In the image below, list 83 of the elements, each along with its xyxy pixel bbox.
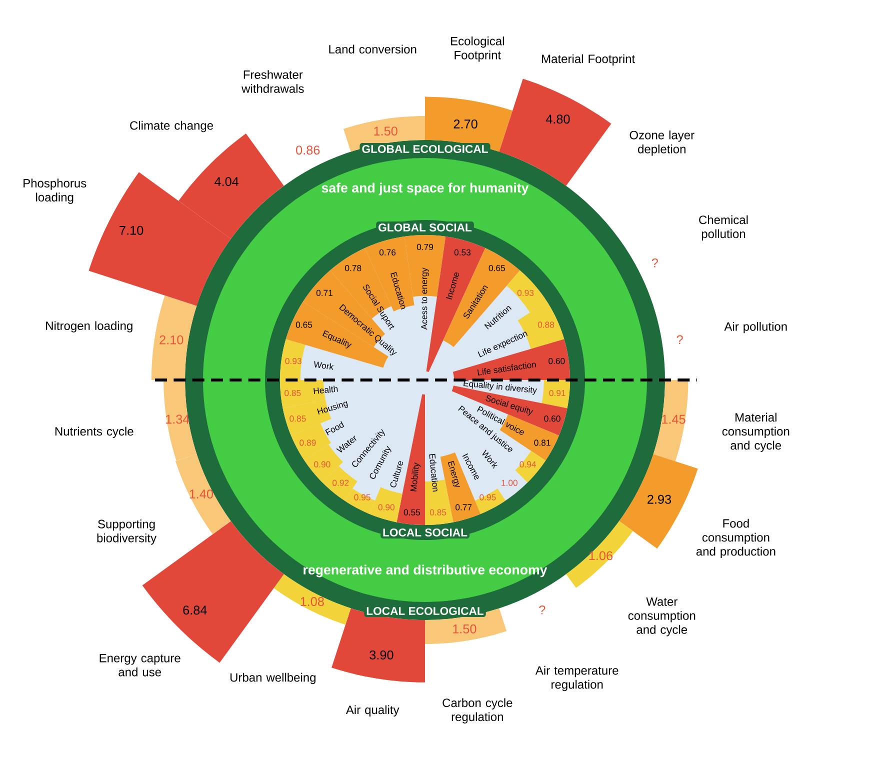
- category-label: Ozone layer depletion: [630, 130, 694, 156]
- category-label: Urban wellbeing: [230, 672, 316, 684]
- text: GLOBAL ECOLOGICAL: [362, 144, 488, 154]
- data-label: 0.93: [285, 358, 302, 364]
- data-label: ?: [539, 605, 546, 614]
- category-label: Health: [314, 386, 338, 394]
- data-label: 0.90: [314, 461, 330, 468]
- data-label: 2.70: [454, 120, 478, 128]
- data-label: 1.00: [502, 480, 518, 486]
- data-label: 0.65: [488, 265, 505, 272]
- category-label: Nutrients cycle: [55, 426, 134, 438]
- data-label: 0.93: [517, 290, 534, 296]
- data-label: 4.80: [546, 114, 570, 124]
- category-label: Land conversion: [329, 44, 416, 54]
- data-label: 1.06: [589, 551, 612, 560]
- category-label: Air pollution: [724, 322, 787, 334]
- data-label: 0.60: [544, 416, 560, 422]
- category-label: Food: [325, 421, 344, 436]
- data-label: 0.60: [548, 358, 565, 364]
- category-label: Nitrogen loading: [46, 321, 132, 332]
- data-label: 0.77: [456, 504, 472, 510]
- category-label: Food consumption and production: [696, 518, 776, 558]
- data-label: 1.50: [374, 126, 398, 136]
- data-label: 1.50: [453, 624, 476, 634]
- data-label: 0.78: [345, 265, 362, 272]
- category-label: Energy: [448, 460, 460, 487]
- data-label: 2.93: [648, 494, 671, 504]
- data-label: ?: [652, 258, 658, 268]
- data-label: 0.85: [290, 416, 306, 422]
- data-label: 7.10: [120, 226, 144, 235]
- data-label: 6.84: [183, 606, 207, 615]
- data-label: 0.53: [454, 249, 471, 256]
- text: regenerative and distributive economy: [304, 564, 548, 578]
- data-label: 0.76: [379, 249, 396, 256]
- data-label: 0.85: [430, 509, 446, 516]
- data-label: 0.92: [332, 480, 349, 486]
- category-label: Phosphorus loading: [24, 178, 86, 204]
- category-label: Supporting biodiversity: [97, 519, 156, 545]
- category-label: Energy capture and use: [100, 654, 180, 676]
- category-label: Freshwater withdrawals: [242, 70, 304, 93]
- data-label: 1.08: [300, 597, 324, 606]
- data-label: 0.55: [404, 509, 420, 516]
- category-label: Equality in diversity: [464, 380, 538, 395]
- category-label: Work: [314, 361, 334, 370]
- category-label: Education: [429, 454, 438, 492]
- data-label: 0.85: [284, 390, 301, 396]
- data-label: 0.90: [378, 504, 394, 510]
- data-label: 0.91: [549, 390, 566, 396]
- text: GLOBAL SOCIAL: [378, 223, 472, 232]
- category-label: Life satisfaction: [477, 362, 536, 376]
- data-label: ?: [676, 335, 683, 344]
- data-label: 0.89: [300, 440, 316, 446]
- category-label: Mobility: [410, 462, 421, 492]
- data-label: 2.10: [160, 335, 184, 344]
- text: LOCAL ECOLOGICAL: [366, 606, 484, 616]
- category-label: Water consumption and cycle: [628, 598, 696, 636]
- category-label: Climate change: [130, 120, 214, 132]
- category-label: Housing: [317, 401, 348, 415]
- text: safe and just space for humanity: [322, 182, 529, 196]
- data-label: 0.95: [354, 494, 370, 500]
- category-label: Acess to energy: [421, 268, 429, 330]
- category-label: Air temperature regulation: [535, 666, 618, 692]
- data-label: 0.94: [520, 461, 536, 468]
- category-label: Income: [446, 272, 460, 300]
- data-label: 1.45: [662, 414, 686, 424]
- data-label: 0.95: [480, 494, 496, 500]
- category-label: Chemical pollution: [699, 215, 748, 240]
- category-label: Air quality: [346, 705, 400, 716]
- category-label: Ecological Footprint: [451, 36, 504, 62]
- data-label: 4.04: [214, 177, 239, 186]
- data-label: 0.65: [296, 322, 312, 328]
- category-label: Material consumption and cycle: [722, 412, 790, 452]
- category-label: Culture: [390, 461, 403, 488]
- data-label: 3.90: [370, 650, 394, 660]
- data-label: 0.86: [296, 146, 320, 155]
- category-label: Carbon cycle regulation: [442, 698, 512, 724]
- data-label: 0.88: [538, 322, 554, 328]
- data-label: 0.81: [534, 440, 550, 446]
- data-label: 1.40: [190, 490, 214, 499]
- data-label: 0.79: [416, 244, 434, 250]
- data-label: 0.71: [316, 290, 333, 296]
- text: LOCAL SOCIAL: [383, 528, 468, 536]
- category-label: Material Footprint: [542, 54, 636, 66]
